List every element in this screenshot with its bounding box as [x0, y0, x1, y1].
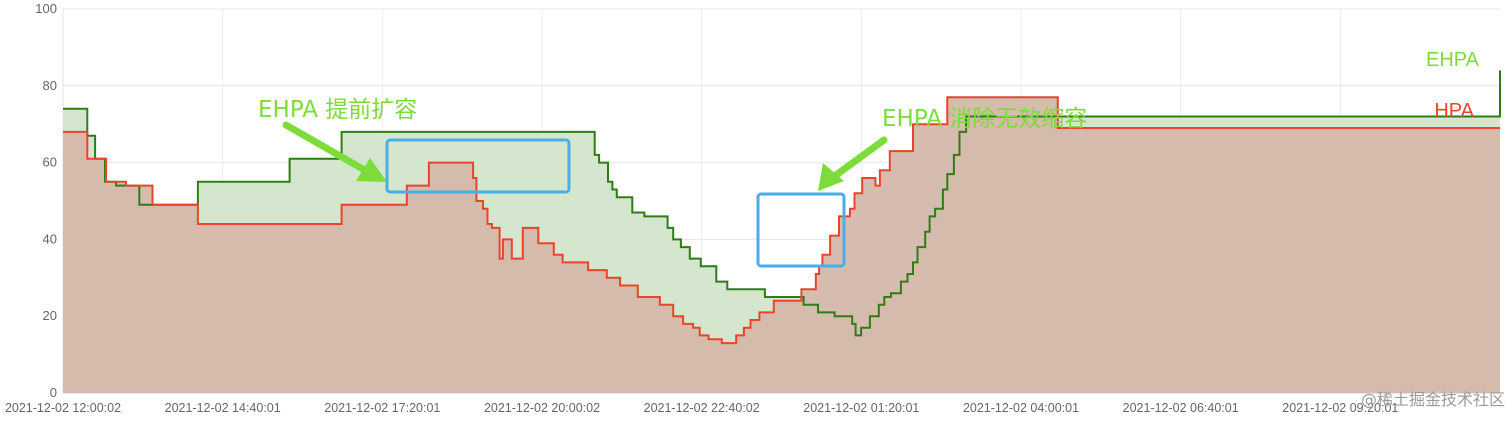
y-tick-label: 0 [50, 385, 57, 400]
annotation-left-text: EHPA 提前扩容 [258, 97, 417, 123]
x-tick-label: 2021-12-02 22:40:02 [644, 401, 760, 415]
annotation-right-arrow [818, 136, 888, 191]
x-tick-label: 2021-12-02 20:00:02 [484, 401, 600, 415]
y-tick-label: 60 [43, 155, 57, 170]
highlight-box-no-invalid-scale-down [756, 192, 846, 268]
y-tick-label: 20 [43, 308, 57, 323]
y-tick-label: 40 [43, 231, 57, 246]
x-tick-label: 2021-12-02 14:40:01 [165, 401, 281, 415]
highlight-box-early-scale-up [385, 138, 571, 194]
x-tick-label: 2021-12-02 17:20:01 [324, 401, 440, 415]
y-tick-label: 80 [43, 78, 57, 93]
x-tick-label: 2021-12-02 06:40:01 [1123, 401, 1239, 415]
hpa-line [63, 96, 1500, 345]
y-tick-label: 100 [35, 1, 57, 16]
x-tick-label: 2021-12-02 04:00:01 [963, 401, 1079, 415]
x-axis-ticks: 2021-12-02 12:00:02 2021-12-02 14:40:01 20… [5, 401, 1398, 415]
series-areas [63, 70, 1500, 394]
y-axis-ticks: 0 20 40 60 80 100 [35, 1, 57, 400]
hpa-series-label: HPA [1434, 100, 1474, 122]
watermark-text: @稀土掘金技术社区 [1361, 390, 1505, 409]
x-tick-label: 2021-12-02 12:00:02 [5, 401, 121, 415]
x-tick-label: 2021-12-02 01:20:01 [803, 401, 919, 415]
ehpa-series-label: EHPA [1426, 49, 1480, 71]
annotation-left-arrow [282, 121, 387, 182]
annotation-right-text: EHPA 消除无效缩容 [882, 106, 1087, 132]
hpa-area [63, 97, 1500, 394]
x-tick-label: 2021-12-02 09:20:01 [1282, 401, 1398, 415]
